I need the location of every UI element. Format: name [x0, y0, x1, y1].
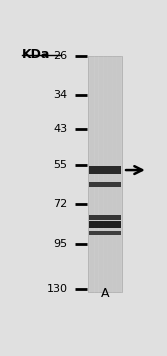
Text: 34: 34 — [53, 90, 67, 100]
Text: 72: 72 — [53, 199, 67, 209]
FancyBboxPatch shape — [89, 166, 121, 174]
Text: 26: 26 — [53, 51, 67, 62]
FancyBboxPatch shape — [89, 182, 121, 187]
Text: 95: 95 — [53, 239, 67, 249]
Text: 43: 43 — [53, 124, 67, 134]
Text: 55: 55 — [53, 160, 67, 170]
Text: KDa: KDa — [22, 48, 51, 61]
FancyBboxPatch shape — [88, 57, 122, 292]
FancyBboxPatch shape — [89, 221, 121, 227]
FancyBboxPatch shape — [89, 231, 121, 235]
Text: 130: 130 — [46, 284, 67, 294]
Text: A: A — [101, 287, 109, 300]
FancyBboxPatch shape — [89, 215, 121, 220]
